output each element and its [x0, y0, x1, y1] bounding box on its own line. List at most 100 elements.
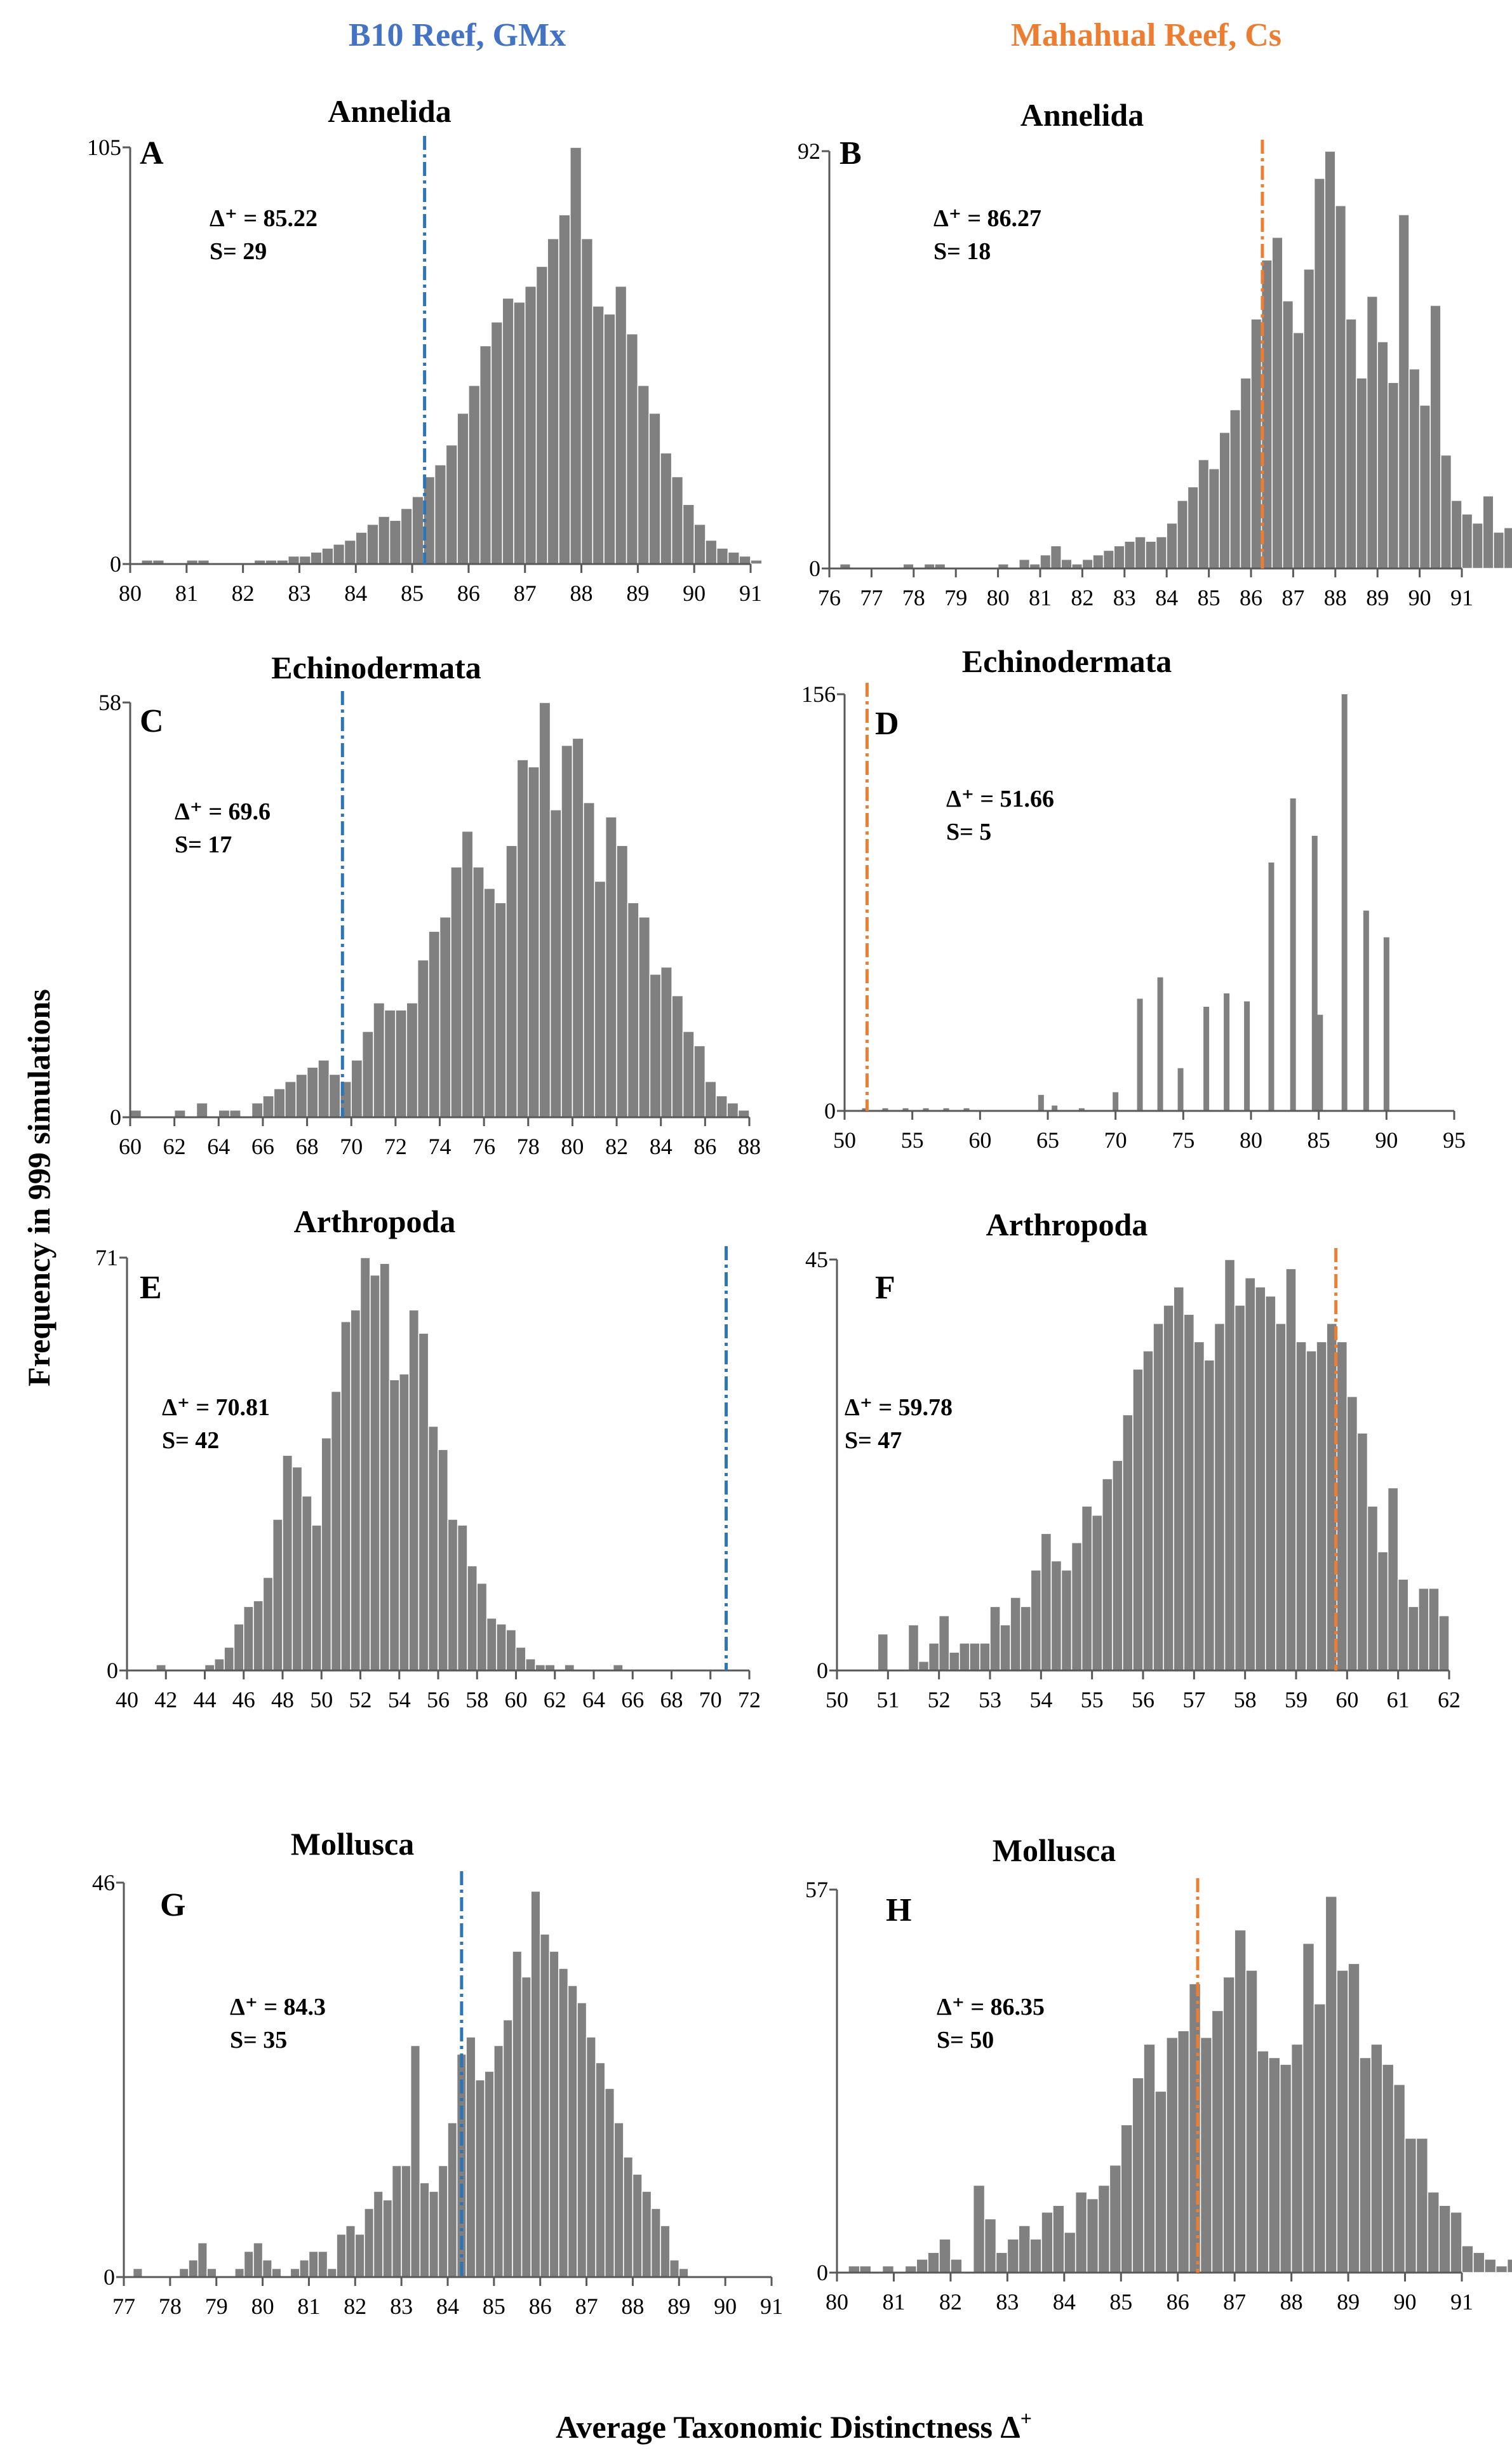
bar	[1177, 2030, 1190, 2273]
bar	[1010, 1597, 1021, 1671]
bar	[419, 2182, 430, 2278]
bar	[311, 1524, 322, 1671]
bar	[1086, 2198, 1099, 2273]
bar	[1346, 1395, 1358, 1671]
bar	[345, 2225, 356, 2278]
x-tick-label: 90	[714, 2294, 737, 2319]
bar	[1132, 1368, 1144, 1671]
bar	[299, 2259, 310, 2278]
bar	[907, 1624, 920, 1671]
x-tick-label: 78	[902, 585, 925, 610]
bar	[1427, 2191, 1440, 2273]
x-tick-label: 83	[390, 2294, 413, 2319]
x-tick-label: 51	[876, 1687, 899, 1712]
bar	[1163, 1305, 1174, 1671]
bar	[1097, 2184, 1111, 2273]
y-tick-label: 0	[110, 551, 121, 577]
x-tick-label: 65	[1036, 1127, 1059, 1153]
bar	[366, 523, 379, 565]
x-tick-label: 80	[119, 581, 142, 606]
bar	[326, 2268, 337, 2278]
bar	[295, 1073, 308, 1118]
x-tick-label: 70	[340, 1134, 363, 1159]
bar	[1134, 536, 1146, 569]
x-tick-label: 88	[1324, 585, 1347, 610]
bar	[881, 2265, 895, 2273]
bar	[927, 2252, 940, 2273]
bar	[512, 1951, 523, 2278]
x-tick-label: 53	[979, 1687, 1001, 1712]
x-tick-label: 72	[384, 1134, 407, 1159]
bar	[410, 2045, 421, 2278]
bar	[465, 2036, 476, 2278]
bar	[173, 1109, 186, 1118]
bar	[1064, 2231, 1076, 2273]
x-tick-label: 91	[1450, 2289, 1473, 2315]
bar	[902, 1108, 909, 1111]
bar	[318, 2250, 328, 2278]
bar	[1282, 300, 1294, 569]
bar	[298, 555, 311, 565]
bar	[1224, 1259, 1236, 1671]
bars-h	[848, 1895, 1512, 2273]
bar	[493, 2045, 504, 2278]
left-column-header: B10 Reef, GMx	[349, 17, 566, 53]
bar	[1040, 554, 1052, 569]
bar	[1382, 2064, 1395, 2273]
bar	[472, 866, 485, 1118]
bar	[592, 306, 605, 565]
y-tick-label: 71	[95, 1245, 118, 1270]
x-tick-label: 90	[1408, 585, 1431, 610]
bar	[972, 2184, 986, 2273]
panel-letter: G	[160, 1887, 185, 1923]
bar	[408, 1309, 420, 1671]
bar	[572, 737, 584, 1118]
bar	[1503, 527, 1512, 569]
bar	[1122, 1414, 1134, 1671]
bar	[859, 2265, 872, 2273]
bar	[291, 1466, 303, 1671]
bar	[923, 1108, 929, 1111]
bar	[476, 1582, 488, 1671]
bar	[693, 1045, 706, 1118]
bar	[1019, 558, 1031, 569]
bar	[705, 539, 718, 565]
panel-e: 40 42 44 46 48 50 52 54 56 58 60 62 64 66 68 70 72 0 71 Art…	[95, 1204, 761, 1712]
bar	[321, 548, 334, 565]
y-tick-label: 58	[98, 690, 121, 715]
x-tick-label: 85	[483, 2294, 505, 2319]
bar	[359, 1257, 371, 1671]
bar	[737, 1109, 750, 1118]
bar	[379, 1263, 391, 1671]
x-tick-label: 80	[251, 2294, 274, 2319]
x-tick-label: 82	[1071, 585, 1094, 610]
bar	[310, 551, 323, 565]
bars-c	[130, 702, 750, 1118]
bar	[1234, 1305, 1246, 1671]
x-tick-label: 88	[621, 2294, 644, 2319]
bar	[1367, 1505, 1379, 1671]
bar	[1302, 1942, 1315, 2273]
bar	[411, 496, 424, 565]
x-tick-label: 84	[436, 2294, 459, 2319]
species-count-annotation: S= 42	[162, 1427, 219, 1454]
x-tick-label: 59	[1285, 1687, 1308, 1712]
bar	[521, 1976, 532, 2278]
bar	[1495, 2265, 1508, 2273]
bar	[1244, 1277, 1256, 1671]
bar	[321, 1437, 332, 1671]
bar	[1018, 2225, 1031, 2273]
bar	[1245, 1970, 1258, 2273]
x-tick-label: 95	[1443, 1127, 1466, 1153]
bar	[1183, 1314, 1195, 1671]
panel-c: 60 62 64 66 68 70 72 74 76 78 80 82 84 86 88 0 58 Echinod…	[98, 650, 761, 1159]
bar	[243, 1606, 254, 1671]
bar	[1311, 835, 1318, 1111]
bar	[580, 238, 594, 565]
x-tick-label: 56	[1132, 1687, 1154, 1712]
bar	[1214, 1322, 1226, 1671]
bar	[1187, 486, 1199, 569]
bar	[577, 2002, 587, 2278]
bar	[979, 1643, 991, 1671]
y-tick-label: 0	[817, 2260, 828, 2285]
